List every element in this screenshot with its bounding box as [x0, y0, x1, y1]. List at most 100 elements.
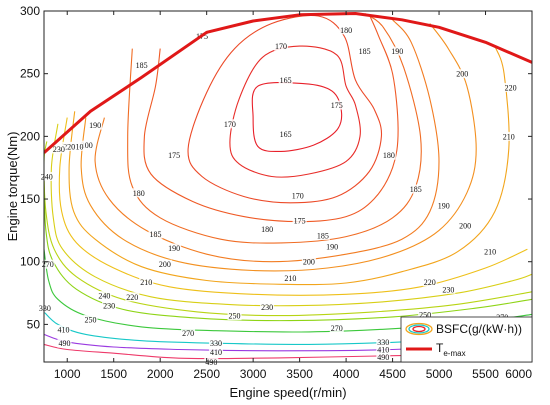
contour-label: 230 — [53, 145, 65, 154]
contour-label-bg — [70, 141, 85, 151]
legend: BSFC(g/(kW·h)) Te-max — [400, 316, 533, 363]
contour-layer — [44, 13, 532, 360]
legend-contour-swatch — [405, 322, 433, 336]
contour-line-200 — [80, 23, 477, 272]
contour-label-bg — [83, 314, 98, 324]
contour-label-bg — [148, 229, 163, 239]
contour-label-bg — [278, 129, 293, 139]
contour-label-bg — [274, 41, 289, 51]
contour-label: 210 — [71, 142, 83, 151]
contour-label: 410 — [210, 348, 222, 357]
y-axis-label: Engine torque(Nm) — [5, 132, 20, 242]
contour-label: 165 — [280, 76, 292, 85]
x-axis-ticks: 1000 1500 2000 2500 3000 3500 4000 4500 5000 5500… — [54, 11, 533, 381]
legend-contour-ring — [405, 322, 433, 336]
contour-label: 185 — [410, 185, 422, 194]
contour-label: 170 — [292, 191, 304, 200]
contour-label: 330 — [377, 338, 389, 347]
x-axis-label: Engine speed(r/min) — [229, 385, 346, 400]
contour-label-bg — [376, 337, 391, 347]
contour-label: 200 — [456, 70, 468, 79]
contour-label-bg — [339, 25, 354, 35]
contour-label: 220 — [424, 278, 436, 287]
contour-label: 490 — [377, 353, 389, 362]
legend-label-tmax-subscript: e-max — [443, 349, 465, 358]
y-tick-label: 300 — [20, 4, 40, 18]
contour-label: 185 — [136, 61, 148, 70]
contour-label-bg — [57, 338, 72, 348]
x-tick-label: 3000 — [240, 367, 267, 381]
contour-label: 165 — [280, 130, 292, 139]
x-tick-label: 3500 — [286, 367, 313, 381]
contour-label: 250 — [84, 315, 96, 324]
contour-label: 270 — [42, 260, 54, 269]
contour-label-bg — [167, 243, 182, 253]
contour-label: 200 — [303, 258, 315, 267]
x-tick-label: 1000 — [54, 367, 81, 381]
contour-label-bg — [503, 82, 518, 92]
contour-label-bg — [79, 140, 94, 150]
contour-label: 200 — [81, 141, 93, 150]
contour-label-bg — [167, 150, 182, 160]
contour-label: 250 — [229, 312, 241, 321]
contour-label-bg — [260, 302, 275, 312]
contour-label-bg — [458, 220, 473, 230]
contour-label-bg — [278, 75, 293, 85]
y-tick-label: 200 — [20, 129, 40, 143]
contour-label: 170 — [224, 120, 236, 129]
contour-label-bg — [381, 150, 396, 160]
contour-label: 230 — [103, 302, 115, 311]
contour-label: 175 — [294, 216, 306, 225]
x-tick-label: 5000 — [426, 367, 453, 381]
contour-label: 180 — [383, 151, 395, 160]
contour-label: 330 — [39, 304, 51, 313]
contour-label-bg — [181, 328, 196, 338]
contour-label-bg — [131, 188, 146, 198]
x-tick-label: 1500 — [100, 367, 127, 381]
contour-label-bg — [125, 292, 140, 302]
contour-label-bg — [501, 131, 516, 141]
legend-label-tmax: Te-max — [436, 341, 466, 358]
contour-label: 185 — [150, 230, 162, 239]
x-tick-label: 5500 — [472, 367, 499, 381]
contour-line-180 — [143, 14, 399, 223]
legend-box — [400, 316, 533, 363]
contour-label-bg — [222, 119, 237, 129]
contour-label: 210 — [140, 278, 152, 287]
contour-line-240 — [44, 141, 532, 317]
contour-label-bg — [208, 347, 223, 357]
contour-label: 190 — [168, 244, 180, 253]
contour-label-bg — [483, 247, 498, 257]
contour-label-bg — [283, 273, 298, 283]
contour-line-175 — [187, 14, 383, 204]
contour-label: 190 — [438, 201, 450, 210]
contour-label-bg — [51, 144, 66, 154]
contour-label: 210 — [484, 248, 496, 257]
contour-label: 200 — [459, 221, 471, 230]
contour-label-bg — [441, 284, 456, 294]
contour-label: 270 — [331, 324, 343, 333]
y-tick-label: 100 — [20, 255, 40, 269]
contour-label: 190 — [89, 121, 101, 130]
contour-label: 220 — [505, 83, 517, 92]
y-tick-label: 250 — [20, 67, 40, 81]
contour-label: 250 — [419, 310, 431, 319]
x-tick-label: 4500 — [379, 367, 406, 381]
contour-label: 180 — [133, 189, 145, 198]
contour-label: 240 — [98, 292, 110, 301]
contour-label-bg — [292, 215, 307, 225]
contour-label-bg — [315, 230, 330, 240]
contour-label: 190 — [391, 47, 403, 56]
contour-line-185 — [127, 13, 422, 244]
contour-label: 185 — [359, 47, 371, 56]
contour-label: 190 — [326, 243, 338, 252]
contour-label-bg — [301, 257, 316, 267]
contour-label: 210 — [503, 132, 515, 141]
contour-label-bg — [37, 303, 52, 313]
contour-label-bg — [157, 259, 172, 269]
contour-label: 180 — [261, 225, 273, 234]
contour-label-bg — [408, 184, 423, 194]
contour-label: 170 — [275, 42, 287, 51]
legend-label-bsfc: BSFC(g/(kW·h)) — [436, 322, 522, 336]
